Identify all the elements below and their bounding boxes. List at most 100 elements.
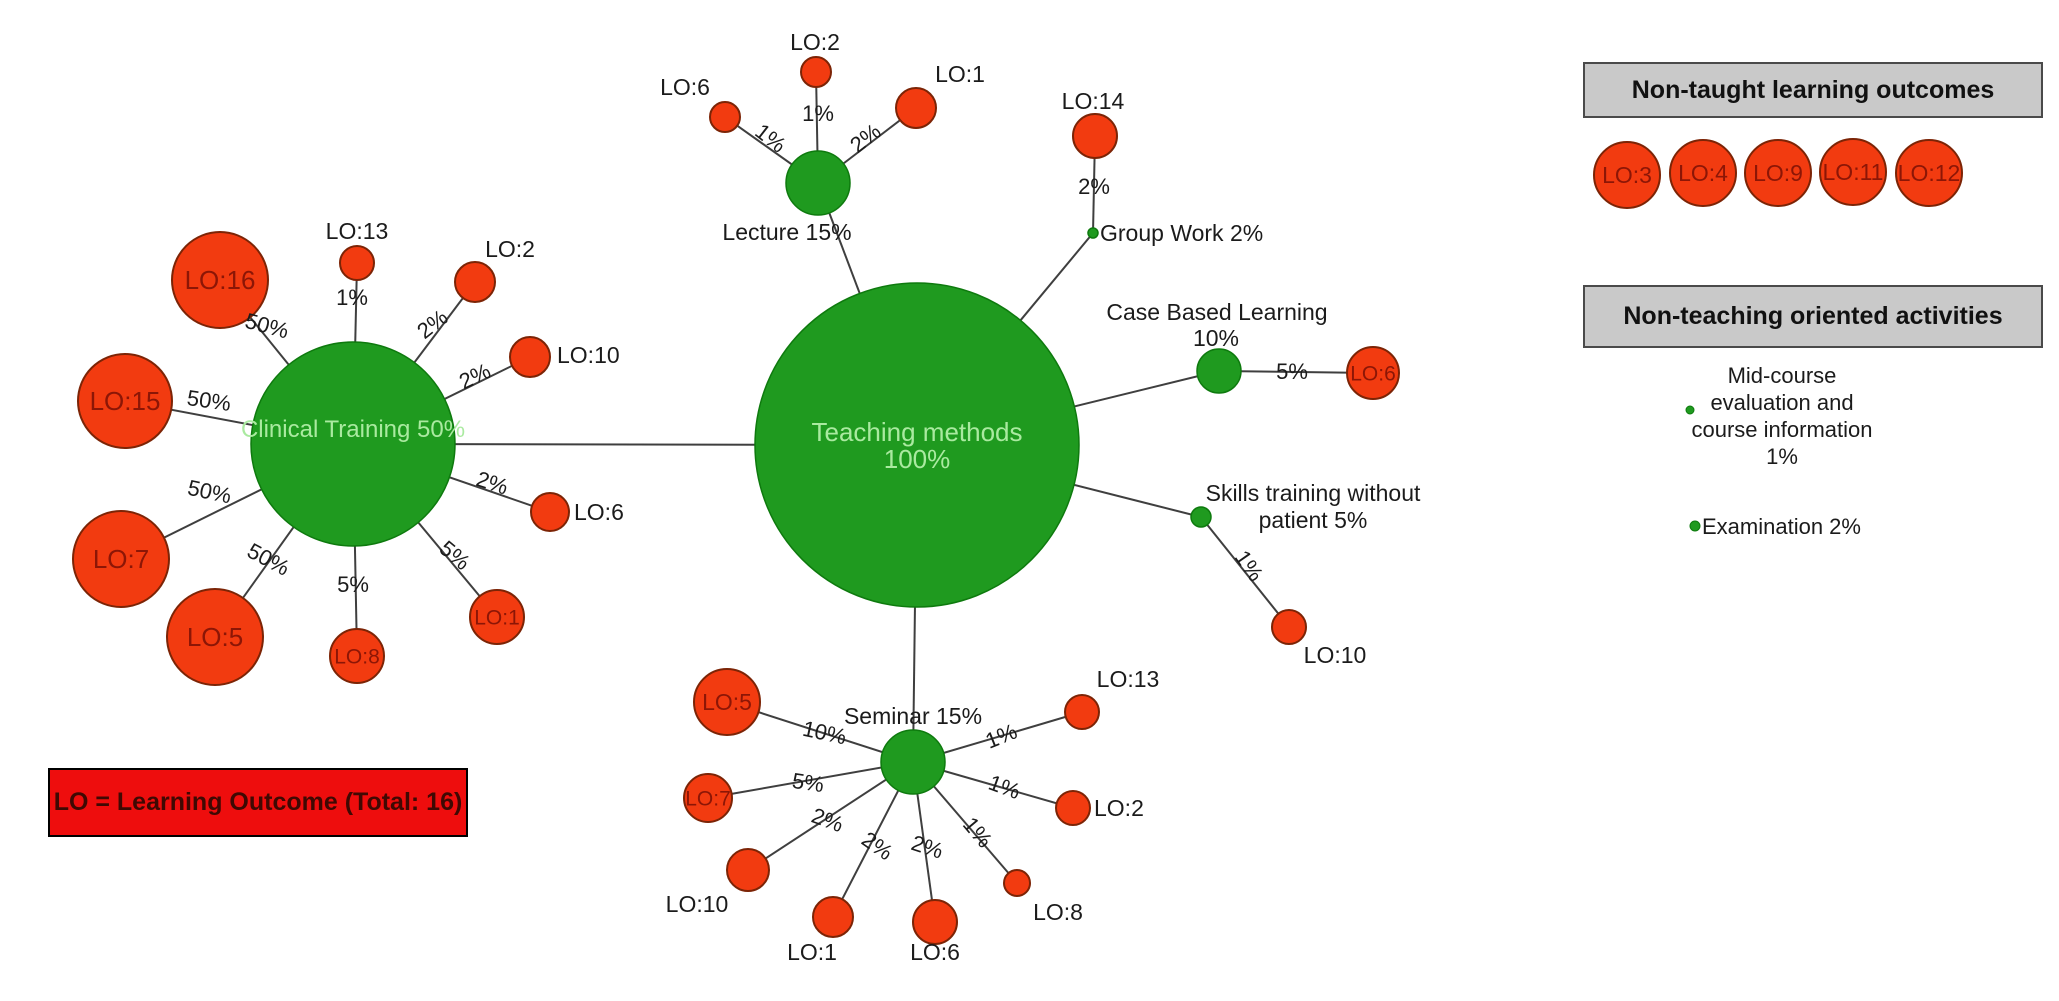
node-lo-7 xyxy=(72,510,170,608)
non-teaching-activities-title: Non-teaching oriented activities xyxy=(1623,302,2003,330)
edge-percent-label: 50% xyxy=(185,475,233,509)
node-lo-6 xyxy=(530,492,570,532)
node-lo-13 xyxy=(339,245,375,281)
node-lo-12 xyxy=(1895,139,1963,207)
node-lo-1 xyxy=(812,896,854,938)
midcourse-line-1: Mid-course xyxy=(1727,363,1837,388)
hub-label-clinical: Clinical Training 50% xyxy=(241,416,465,443)
node-label: LO:2 xyxy=(485,236,535,262)
midcourse-line-3: course information xyxy=(1691,417,1873,442)
node-label: LO:12 xyxy=(1898,160,1961,186)
node-lo-10 xyxy=(509,336,551,378)
node-lo-4 xyxy=(1669,139,1737,207)
node-label: LO:2 xyxy=(790,29,840,55)
hub-label-cbl: Case Based Learning xyxy=(1106,299,1327,325)
node-lo-6 xyxy=(1346,346,1400,400)
edge-percent-label: 1% xyxy=(336,285,368,310)
node-label: LO:13 xyxy=(326,218,389,244)
node-lo-14 xyxy=(1072,113,1118,159)
node-label: LO:10 xyxy=(1304,642,1367,668)
node-label: LO:4 xyxy=(1678,160,1728,186)
node-label: LO:8 xyxy=(1033,899,1083,925)
legend-text: LO = Learning Outcome (Total: 16) xyxy=(53,788,463,816)
non-taught-outcomes-header: Non-taught learning outcomes xyxy=(1583,62,2043,118)
hub-label-cbl: 10% xyxy=(1193,325,1239,351)
edge-skills-lo-10 xyxy=(1200,516,1290,628)
node-label: LO:16 xyxy=(185,265,256,295)
node-label: LO:1 xyxy=(474,606,520,629)
node-label: LO:1 xyxy=(935,61,985,87)
node-label: LO:6 xyxy=(910,939,960,965)
edge-percent-label: 1% xyxy=(1230,546,1269,586)
node-label: LO:10 xyxy=(557,342,620,368)
midcourse-dot xyxy=(1685,405,1695,415)
midcourse-evaluation-label: Mid-course evaluation and course informa… xyxy=(1659,362,1905,470)
midcourse-line-2: evaluation and xyxy=(1710,390,1854,415)
node-lo-5 xyxy=(166,588,264,686)
hub-label-skills: patient 5% xyxy=(1259,507,1368,533)
examination-dot xyxy=(1689,520,1701,532)
node-label: LO:3 xyxy=(1602,162,1652,188)
node-lo-8 xyxy=(1003,869,1031,897)
node-label: LO:9 xyxy=(1753,160,1803,186)
edge-percent-label: 50% xyxy=(243,538,294,581)
node-lo-16 xyxy=(171,231,269,329)
edge-percent-label: 2% xyxy=(473,466,511,500)
node-lo-2 xyxy=(1055,790,1091,826)
node-label: LO:6 xyxy=(574,499,624,525)
edge-percent-label: 2% xyxy=(908,830,946,864)
node-label: LO:13 xyxy=(1097,666,1160,692)
node-label: LO:15 xyxy=(90,386,161,416)
hub-label-seminar: Seminar 15% xyxy=(844,703,982,729)
node-label: LO:14 xyxy=(1062,88,1125,114)
edge-seminar-lo-7 xyxy=(707,761,914,799)
edge-percent-label: 5% xyxy=(791,768,826,797)
node-lo-8 xyxy=(329,628,385,684)
node-lo-2 xyxy=(800,56,832,88)
edge-percent-label: 1% xyxy=(802,101,834,126)
hub-label-teaching: 100% xyxy=(884,444,951,474)
node-label: LO:10 xyxy=(666,891,729,917)
edge-percent-label: 5% xyxy=(435,535,475,575)
node-lo-5 xyxy=(693,668,761,736)
edge-percent-label: 2% xyxy=(845,118,885,157)
examination-label: Examination 2% xyxy=(1702,514,1861,539)
hub-label-groupwork: Group Work 2% xyxy=(1100,220,1263,246)
hub-teaching xyxy=(754,282,1080,608)
midcourse-line-4: 1% xyxy=(1766,444,1798,469)
edge-percent-label: 1% xyxy=(958,812,998,852)
edge-percent-label: 5% xyxy=(1276,359,1308,384)
node-label: LO:2 xyxy=(1094,795,1144,821)
node-label: LO:5 xyxy=(702,689,752,715)
legend-box: LO = Learning Outcome (Total: 16) xyxy=(48,768,468,837)
node-lo-11 xyxy=(1819,138,1887,206)
node-lo-9 xyxy=(1744,139,1812,207)
node-lo-3 xyxy=(1593,141,1661,209)
node-lo-13 xyxy=(1064,694,1100,730)
non-teaching-activities-header: Non-teaching oriented activities xyxy=(1583,285,2043,348)
edge-percent-label: 50% xyxy=(242,308,291,344)
node-label: LO:7 xyxy=(685,787,731,810)
node-lo-2 xyxy=(454,261,496,303)
node-lo-7 xyxy=(683,773,733,823)
hub-groupwork xyxy=(1087,227,1099,239)
node-lo-1 xyxy=(895,87,937,129)
hub-seminar xyxy=(880,729,946,795)
node-lo-15 xyxy=(77,353,173,449)
node-label: LO:1 xyxy=(787,939,837,965)
node-lo-10 xyxy=(726,848,770,892)
node-label: LO:8 xyxy=(334,645,380,668)
hub-cbl xyxy=(1196,348,1242,394)
node-label: LO:6 xyxy=(1350,362,1396,385)
node-label: LO:6 xyxy=(660,74,710,100)
edge-percent-label: 2% xyxy=(412,304,452,343)
edge-percent-label: 1% xyxy=(985,770,1023,804)
hub-clinical xyxy=(250,341,456,547)
edge-percent-label: 50% xyxy=(185,385,232,416)
node-lo-10 xyxy=(1271,609,1307,645)
edge-percent-label: 2% xyxy=(455,358,494,394)
node-label: LO:11 xyxy=(1823,159,1884,185)
node-lo-6 xyxy=(709,101,741,133)
